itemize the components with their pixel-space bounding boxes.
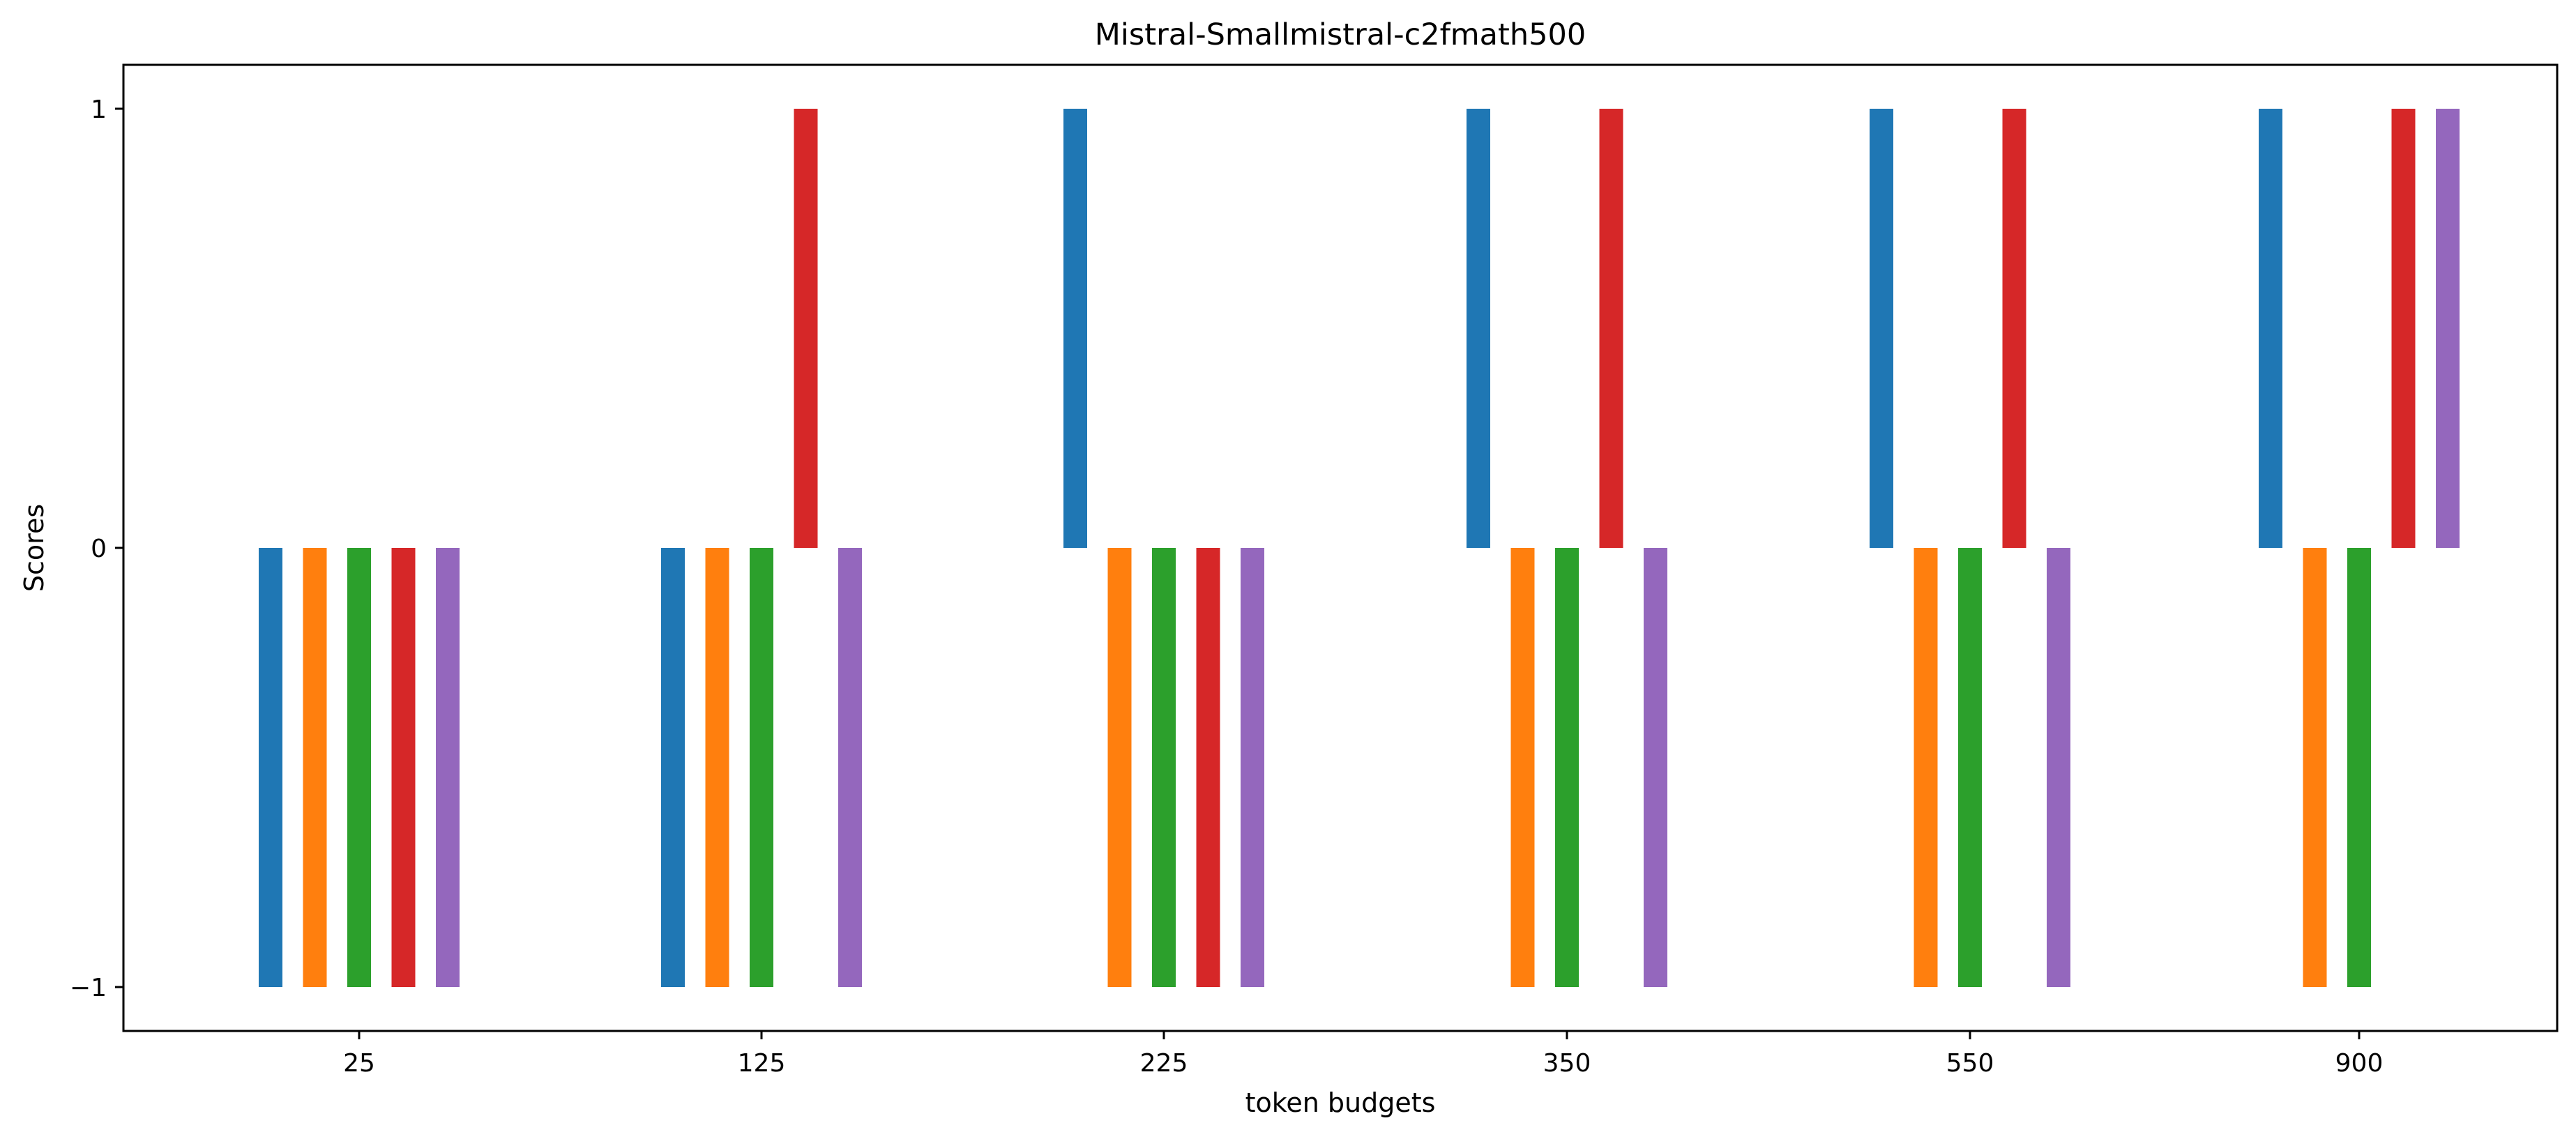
- y-axis: 1 0 −1: [70, 95, 123, 1002]
- bar-s1-25: [259, 548, 282, 987]
- bar-s1-125: [661, 548, 685, 987]
- bar-s5-125: [838, 548, 862, 987]
- bar-s5-25: [436, 548, 460, 987]
- x-axis: 25 125 225 350 550 900: [343, 1031, 2383, 1078]
- bar-s3-900: [2347, 548, 2371, 987]
- bar-s4-225: [1196, 548, 1220, 987]
- bar-s4-550: [2002, 109, 2026, 548]
- y-tick-label: 1: [91, 95, 107, 124]
- bars-group: [259, 109, 2460, 987]
- bar-s3-350: [1555, 548, 1579, 987]
- bar-s2-25: [303, 548, 327, 987]
- bar-s2-125: [705, 548, 729, 987]
- x-tick-label: 350: [1543, 1049, 1591, 1078]
- bar-s1-900: [2259, 109, 2282, 548]
- bar-s3-125: [750, 548, 773, 987]
- bar-s5-550: [2047, 548, 2070, 987]
- bar-s2-550: [1914, 548, 1938, 987]
- bar-s4-350: [1599, 109, 1623, 548]
- bar-s3-25: [347, 548, 371, 987]
- bar-s1-225: [1063, 109, 1087, 548]
- bar-s4-125: [794, 109, 818, 548]
- x-tick-label: 900: [2335, 1049, 2384, 1078]
- bar-s1-550: [1870, 109, 1893, 548]
- x-tick-label: 225: [1140, 1049, 1188, 1078]
- y-axis-label: Scores: [19, 504, 50, 592]
- x-tick-label: 550: [1946, 1049, 1994, 1078]
- x-axis-label: token budgets: [1245, 1087, 1436, 1118]
- bar-s3-550: [1958, 548, 1982, 987]
- bar-s4-25: [391, 548, 416, 987]
- y-tick-label: −1: [70, 974, 107, 1002]
- bar-s2-350: [1510, 548, 1535, 987]
- bar-s4-900: [2391, 109, 2416, 548]
- bar-s3-225: [1152, 548, 1176, 987]
- bar-s2-900: [2303, 548, 2327, 987]
- bar-s2-225: [1107, 548, 1132, 987]
- chart-title: Mistral-Smallmistral-c2fmath500: [1095, 17, 1586, 52]
- x-tick-label: 125: [738, 1049, 786, 1078]
- x-tick-label: 25: [343, 1049, 375, 1078]
- bar-s1-350: [1467, 109, 1490, 548]
- y-tick-label: 0: [91, 535, 107, 563]
- bar-s5-225: [1241, 548, 1264, 987]
- bar-s5-350: [1644, 548, 1667, 987]
- bar-s5-900: [2436, 109, 2460, 548]
